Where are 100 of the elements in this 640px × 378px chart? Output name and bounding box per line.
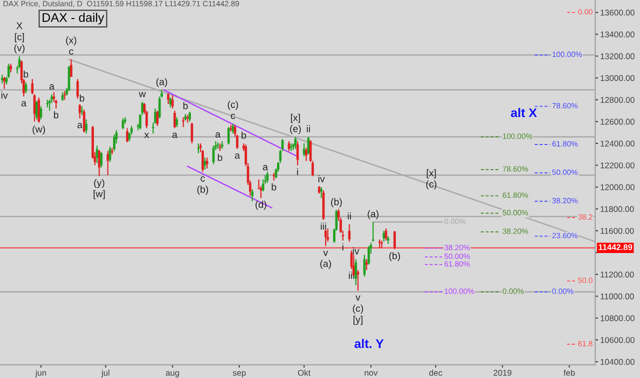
annotation: a xyxy=(21,101,26,106)
candlestick xyxy=(348,224,351,242)
annotation: (x) xyxy=(66,36,76,46)
candlestick xyxy=(167,92,170,105)
candlestick xyxy=(296,140,299,166)
annotation: i xyxy=(297,168,298,176)
y-tick-label: 12200.00 xyxy=(600,162,634,168)
annotation: (b) xyxy=(331,198,342,208)
candlestick xyxy=(262,178,264,192)
annotation: (y) xyxy=(94,178,104,188)
annotation: b xyxy=(272,183,276,190)
candlestick xyxy=(78,104,81,119)
candlestick xyxy=(354,258,358,286)
candlestick xyxy=(173,110,176,129)
x-tick-label: jul xyxy=(101,370,110,378)
y-tick-label: 13200.00 xyxy=(600,53,634,60)
text: DAX - daily xyxy=(42,12,104,24)
candlestick xyxy=(197,142,200,154)
y-tick-label: 11000.00 xyxy=(600,293,634,300)
candlestick xyxy=(3,76,6,90)
annotation: b xyxy=(218,154,222,161)
annotation: a xyxy=(216,132,221,138)
y-tick-label: 12800.00 xyxy=(600,96,634,103)
annotation: b xyxy=(183,102,188,110)
annotation: [x] xyxy=(426,169,436,178)
y-tick-label: 11800.00 xyxy=(600,206,634,212)
annotation: b xyxy=(24,70,28,78)
candlestick xyxy=(382,230,386,242)
candlestick xyxy=(113,134,116,152)
candlestick xyxy=(122,118,124,130)
candlestick xyxy=(10,63,12,74)
annotation: a xyxy=(172,132,178,138)
candlestick xyxy=(106,150,110,176)
candlestick xyxy=(31,78,34,95)
annotation: (c) xyxy=(426,180,436,190)
y-tick-label: 13600.00 xyxy=(600,10,634,16)
candlestick xyxy=(356,269,360,292)
candlestick xyxy=(305,147,308,162)
candlestick xyxy=(156,110,159,127)
candlestick xyxy=(98,149,100,177)
x-tick-label: dec xyxy=(429,370,442,376)
candlestick xyxy=(266,171,269,184)
annotation: (v) xyxy=(14,44,24,54)
annotation: (a) xyxy=(368,210,378,220)
candlestick xyxy=(82,109,86,134)
annotation: X xyxy=(16,22,22,30)
annotation: x xyxy=(144,132,149,138)
annotation: a xyxy=(49,84,54,90)
y-tick-label: 10800.00 xyxy=(600,315,634,322)
annotation: a xyxy=(234,153,240,159)
ref-line-label: 11442.89 xyxy=(598,244,632,250)
annotation: v xyxy=(323,250,328,256)
candlestick xyxy=(38,97,40,124)
annotation: (a) xyxy=(156,78,168,88)
annotation: w xyxy=(138,92,146,98)
annotation: ii xyxy=(348,212,351,220)
y-tick-label: 10400.00 xyxy=(600,358,634,365)
candlestick xyxy=(380,240,383,249)
annotation: a xyxy=(78,122,82,128)
annotation: (a) xyxy=(320,260,331,269)
candlestick xyxy=(188,111,191,122)
annotation: (d) xyxy=(256,200,266,210)
candlestick xyxy=(372,221,374,242)
candlestick xyxy=(204,157,206,170)
candlestick xyxy=(307,136,310,155)
candlestick xyxy=(169,97,172,108)
annotation: b xyxy=(54,111,58,118)
annotation: iii xyxy=(320,222,326,230)
annotation: v xyxy=(356,295,360,301)
candlestick xyxy=(368,245,370,266)
y-tick-label: 13000.00 xyxy=(600,75,634,82)
annotation: ii xyxy=(306,125,310,132)
annotation: c xyxy=(200,176,205,182)
annotation: iv xyxy=(352,247,360,254)
annotation: b xyxy=(242,132,246,139)
candlestick xyxy=(227,126,230,146)
annotation: (b) xyxy=(389,252,400,262)
annotation: alt. Y xyxy=(354,338,384,348)
y-tick-label: 10600.00 xyxy=(600,337,634,343)
y-tick-label: 13400.00 xyxy=(600,31,634,38)
y-tick-label: 12400.00 xyxy=(600,140,634,147)
annotation: [y] xyxy=(354,316,362,325)
annotation: i xyxy=(342,243,344,250)
candlestick xyxy=(190,122,194,144)
x-tick-label: nov xyxy=(364,371,378,376)
candlestick xyxy=(85,118,88,134)
candlestick xyxy=(176,116,178,128)
candlestick xyxy=(24,82,28,94)
candlestick xyxy=(126,128,128,143)
y-tick-label: 12000.00 xyxy=(600,184,634,190)
candlestick xyxy=(182,116,184,128)
candlestick xyxy=(70,58,72,78)
candlestick xyxy=(76,78,79,100)
y-tick-label: 11200.00 xyxy=(600,272,634,278)
annotation: [c] xyxy=(14,33,24,42)
candlestick xyxy=(324,229,327,247)
candlestick xyxy=(64,90,66,100)
candlestick xyxy=(393,230,396,250)
y-tick-label: 12600.00 xyxy=(600,118,634,125)
x-tick-label: 2019 xyxy=(494,370,512,376)
